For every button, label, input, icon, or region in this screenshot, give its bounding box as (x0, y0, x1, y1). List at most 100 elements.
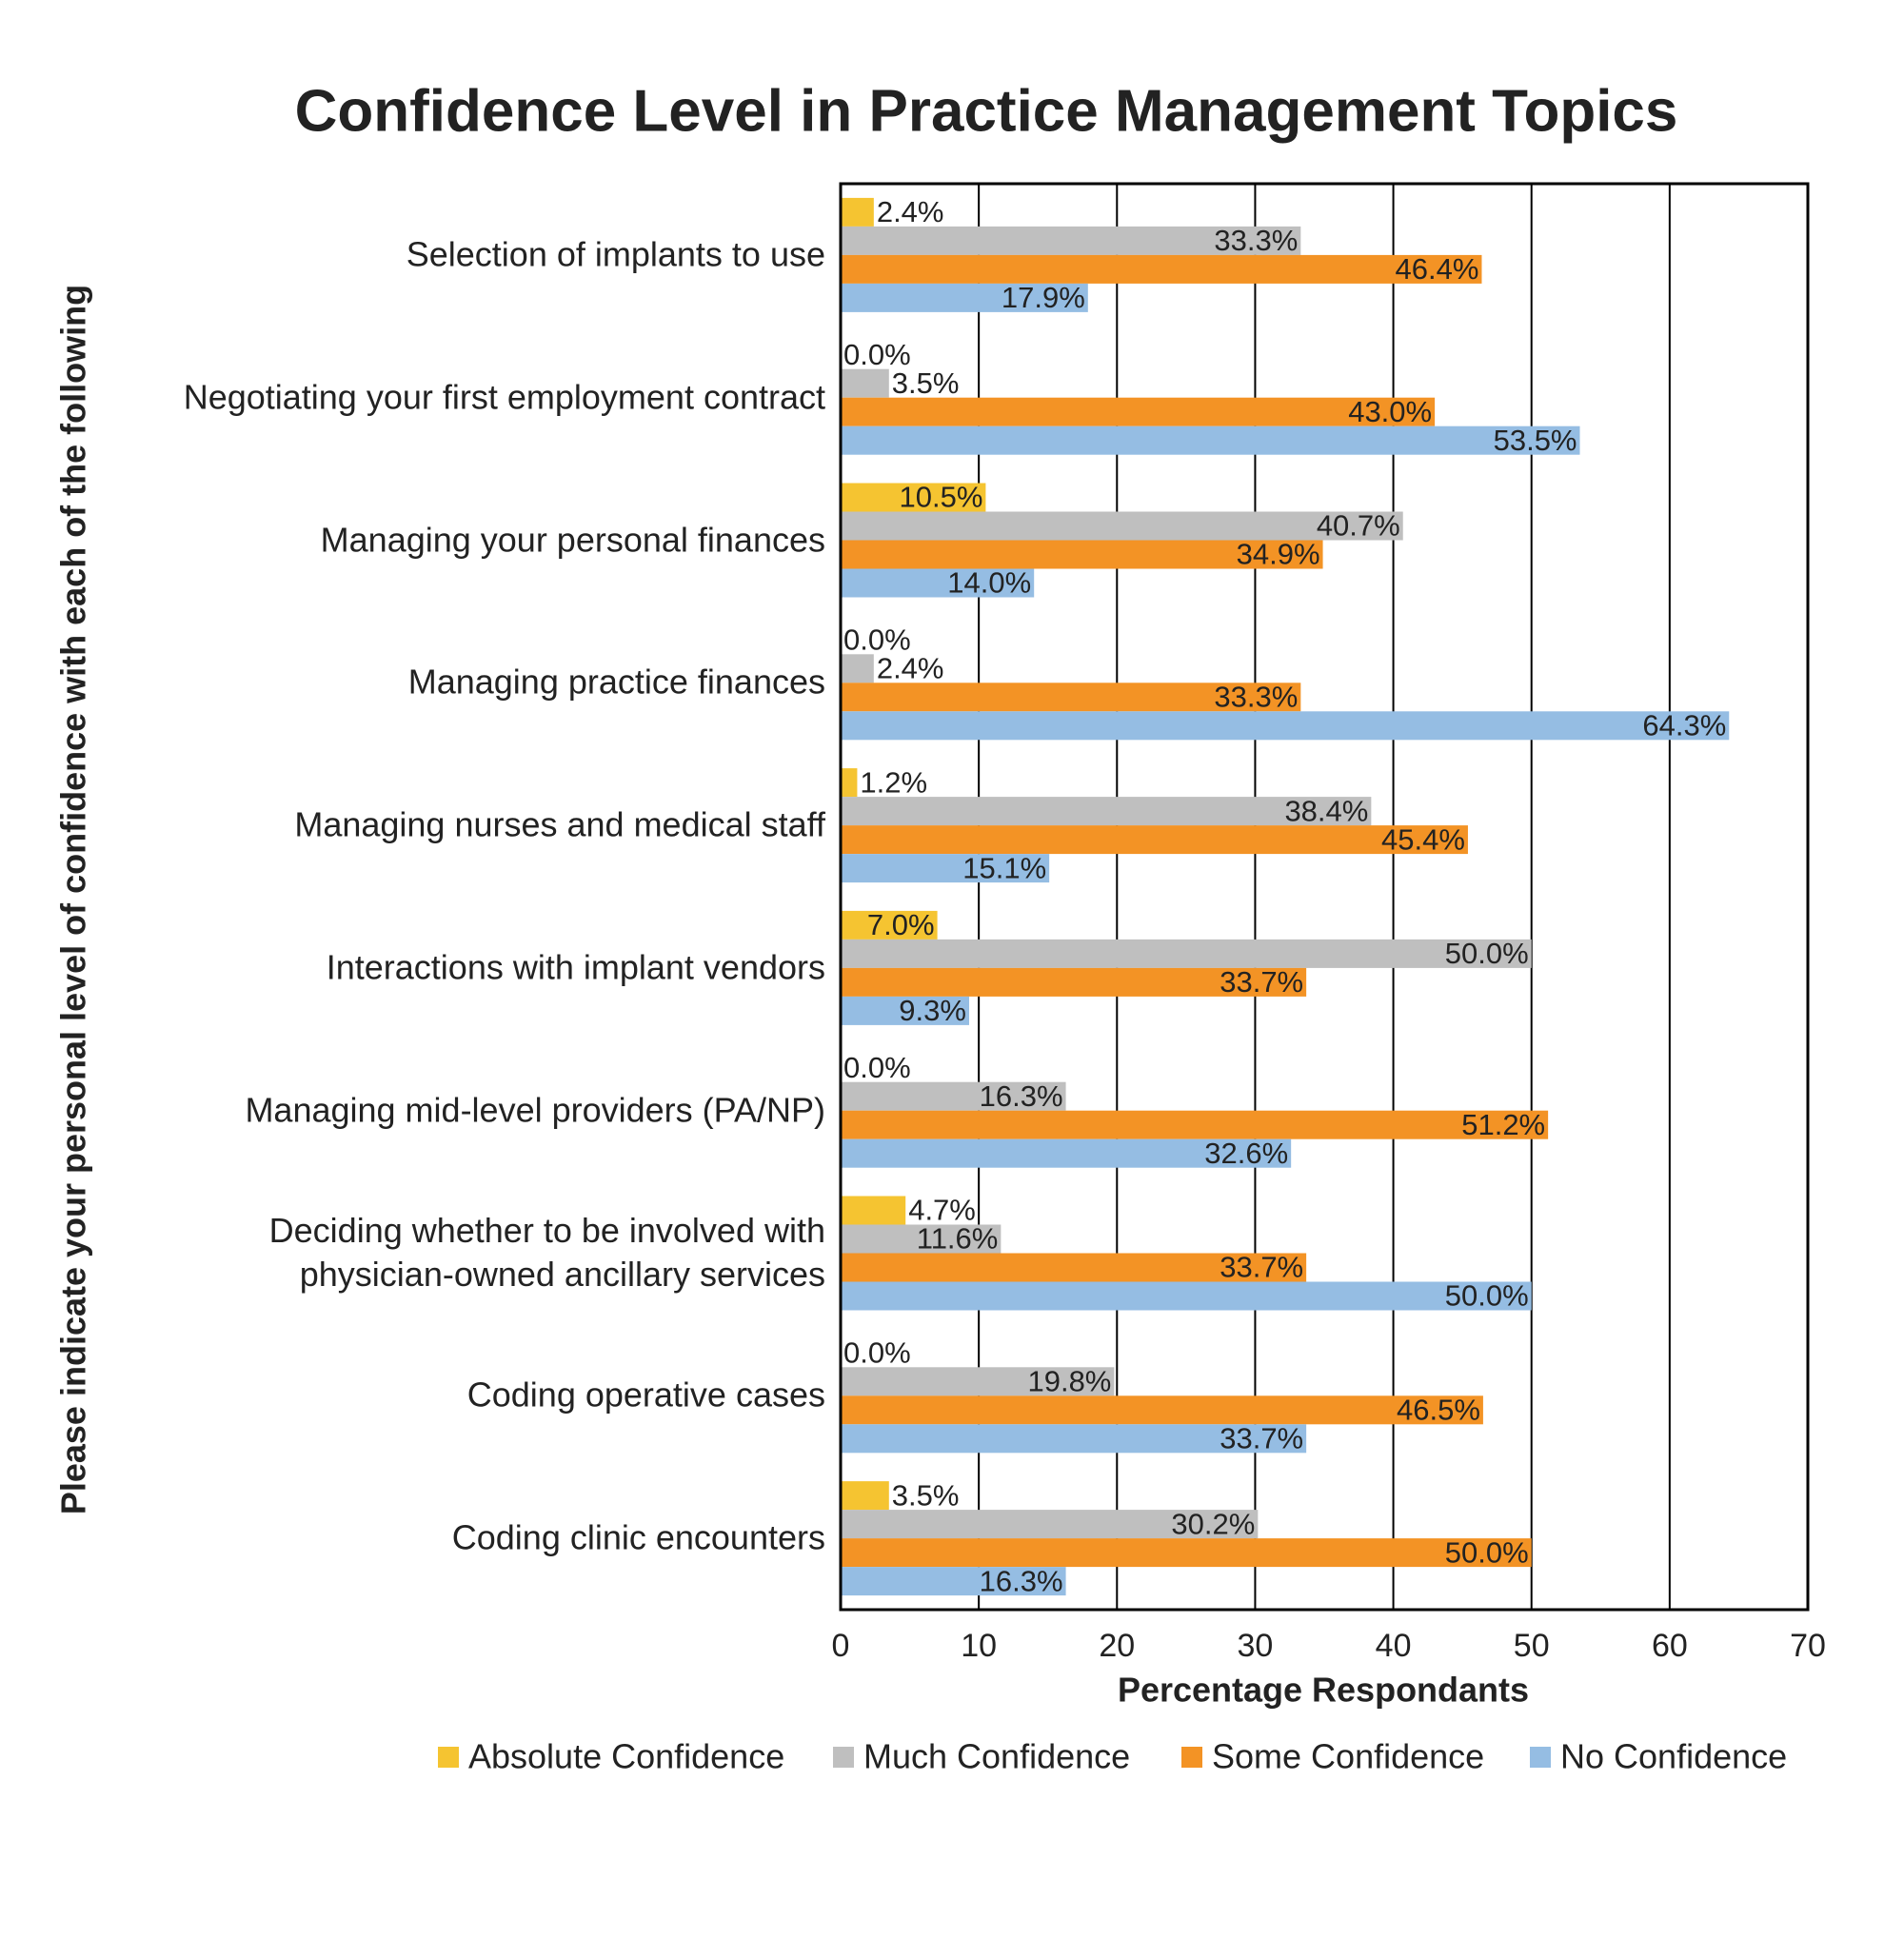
legend-swatch (1181, 1747, 1202, 1768)
x-tick-label: 60 (1652, 1628, 1688, 1664)
bar (841, 1196, 906, 1225)
value-label: 1.2% (860, 765, 927, 799)
bar (841, 910, 938, 940)
value-label: 53.5% (1494, 424, 1577, 457)
bar (841, 1253, 1307, 1282)
value-label: 3.5% (892, 366, 960, 400)
bar (841, 283, 1088, 312)
x-tick-label: 20 (1099, 1628, 1135, 1664)
bar (841, 1424, 1307, 1454)
bar (841, 425, 1580, 455)
value-label: 33.7% (1220, 965, 1303, 999)
bar (841, 1081, 1066, 1111)
bar (841, 540, 1323, 569)
value-label: 2.4% (877, 651, 944, 684)
value-label: 9.3% (899, 994, 966, 1027)
bar (841, 1395, 1483, 1425)
bar (841, 683, 1301, 712)
value-label: 33.7% (1220, 1421, 1303, 1454)
y-tick-label: Managing nurses and medical staff (294, 804, 825, 844)
y-tick-label: Deciding whether to be involved with phy… (268, 1210, 825, 1295)
value-label: 7.0% (867, 908, 935, 941)
value-label: 33.3% (1214, 680, 1298, 713)
value-label: 51.2% (1461, 1108, 1545, 1141)
bar (841, 1110, 1549, 1139)
legend-swatch (1530, 1747, 1551, 1768)
value-label: 34.9% (1237, 538, 1320, 571)
legend-swatch (438, 1747, 459, 1768)
legend-label: Some Confidence (1212, 1737, 1484, 1776)
bar (841, 368, 889, 398)
bar (841, 1510, 1259, 1539)
bar (841, 939, 1532, 968)
y-tick-label: Selection of implants to use (406, 234, 825, 274)
bar (841, 1367, 1115, 1396)
bar (841, 711, 1730, 741)
value-label: 30.2% (1171, 1507, 1255, 1540)
value-label: 38.4% (1284, 794, 1368, 827)
bar (841, 967, 1307, 997)
value-label: 50.0% (1445, 937, 1529, 970)
x-tick-label: 30 (1238, 1628, 1274, 1664)
value-label: 16.3% (980, 1079, 1063, 1113)
value-label: 0.0% (843, 623, 911, 656)
legend-swatch (833, 1747, 854, 1768)
bar (841, 397, 1436, 426)
y-tick-label: Negotiating your first employment contra… (183, 377, 825, 417)
value-label: 14.0% (947, 566, 1031, 600)
value-label: 50.0% (1445, 1279, 1529, 1313)
x-tick-label: 50 (1514, 1628, 1550, 1664)
bar (841, 197, 874, 227)
y-axis-label: Please indicate your personal level of c… (54, 285, 93, 1514)
value-label: 46.4% (1396, 252, 1479, 286)
bar (841, 797, 1372, 826)
bar (841, 996, 969, 1025)
x-tick-label: 10 (961, 1628, 997, 1664)
bar (841, 226, 1301, 255)
legend-label: Absolute Confidence (468, 1737, 784, 1776)
legend-label: No Confidence (1560, 1737, 1787, 1776)
value-label: 33.3% (1214, 224, 1298, 257)
value-label: 43.0% (1348, 395, 1432, 428)
bar (841, 654, 874, 683)
value-label: 2.4% (877, 195, 944, 228)
bar (841, 511, 1403, 541)
bar (841, 1224, 1002, 1254)
bar (841, 1138, 1292, 1168)
value-label: 32.6% (1204, 1137, 1288, 1170)
value-label: 11.6% (917, 1222, 999, 1256)
value-label: 3.5% (892, 1478, 960, 1512)
value-label: 10.5% (899, 481, 982, 514)
value-label: 16.3% (980, 1564, 1063, 1597)
bar (841, 1567, 1066, 1596)
y-tick-label: Coding operative cases (466, 1375, 825, 1415)
bar (841, 254, 1482, 284)
value-label: 17.9% (1002, 281, 1085, 314)
value-label: 19.8% (1027, 1364, 1111, 1397)
chart-title: Confidence Level in Practice Management … (295, 78, 1678, 144)
value-label: 46.5% (1397, 1393, 1480, 1426)
x-tick-label: 70 (1790, 1628, 1826, 1664)
bar (841, 568, 1035, 598)
value-label: 45.4% (1381, 822, 1465, 856)
bar (841, 1538, 1532, 1568)
plot-border (839, 182, 1810, 1612)
bar (841, 1281, 1532, 1311)
y-tick-label: Interactions with implant vendors (326, 947, 825, 987)
value-label: 40.7% (1317, 509, 1400, 543)
legend-label: Much Confidence (863, 1737, 1130, 1776)
bar (841, 1481, 889, 1511)
bar (841, 483, 986, 512)
value-label: 0.0% (843, 338, 911, 371)
value-label: 50.0% (1445, 1535, 1529, 1569)
value-label: 4.7% (908, 1194, 976, 1227)
y-tick-label: Coding clinic encounters (451, 1517, 825, 1557)
x-tick-label: 0 (832, 1628, 850, 1664)
y-tick-label: Managing practice finances (407, 662, 825, 702)
y-tick-label: Managing your personal finances (320, 520, 825, 560)
x-axis-label: Percentage Respondants (1118, 1671, 1529, 1710)
value-label: 33.7% (1220, 1251, 1303, 1284)
x-tick-label: 40 (1376, 1628, 1412, 1664)
